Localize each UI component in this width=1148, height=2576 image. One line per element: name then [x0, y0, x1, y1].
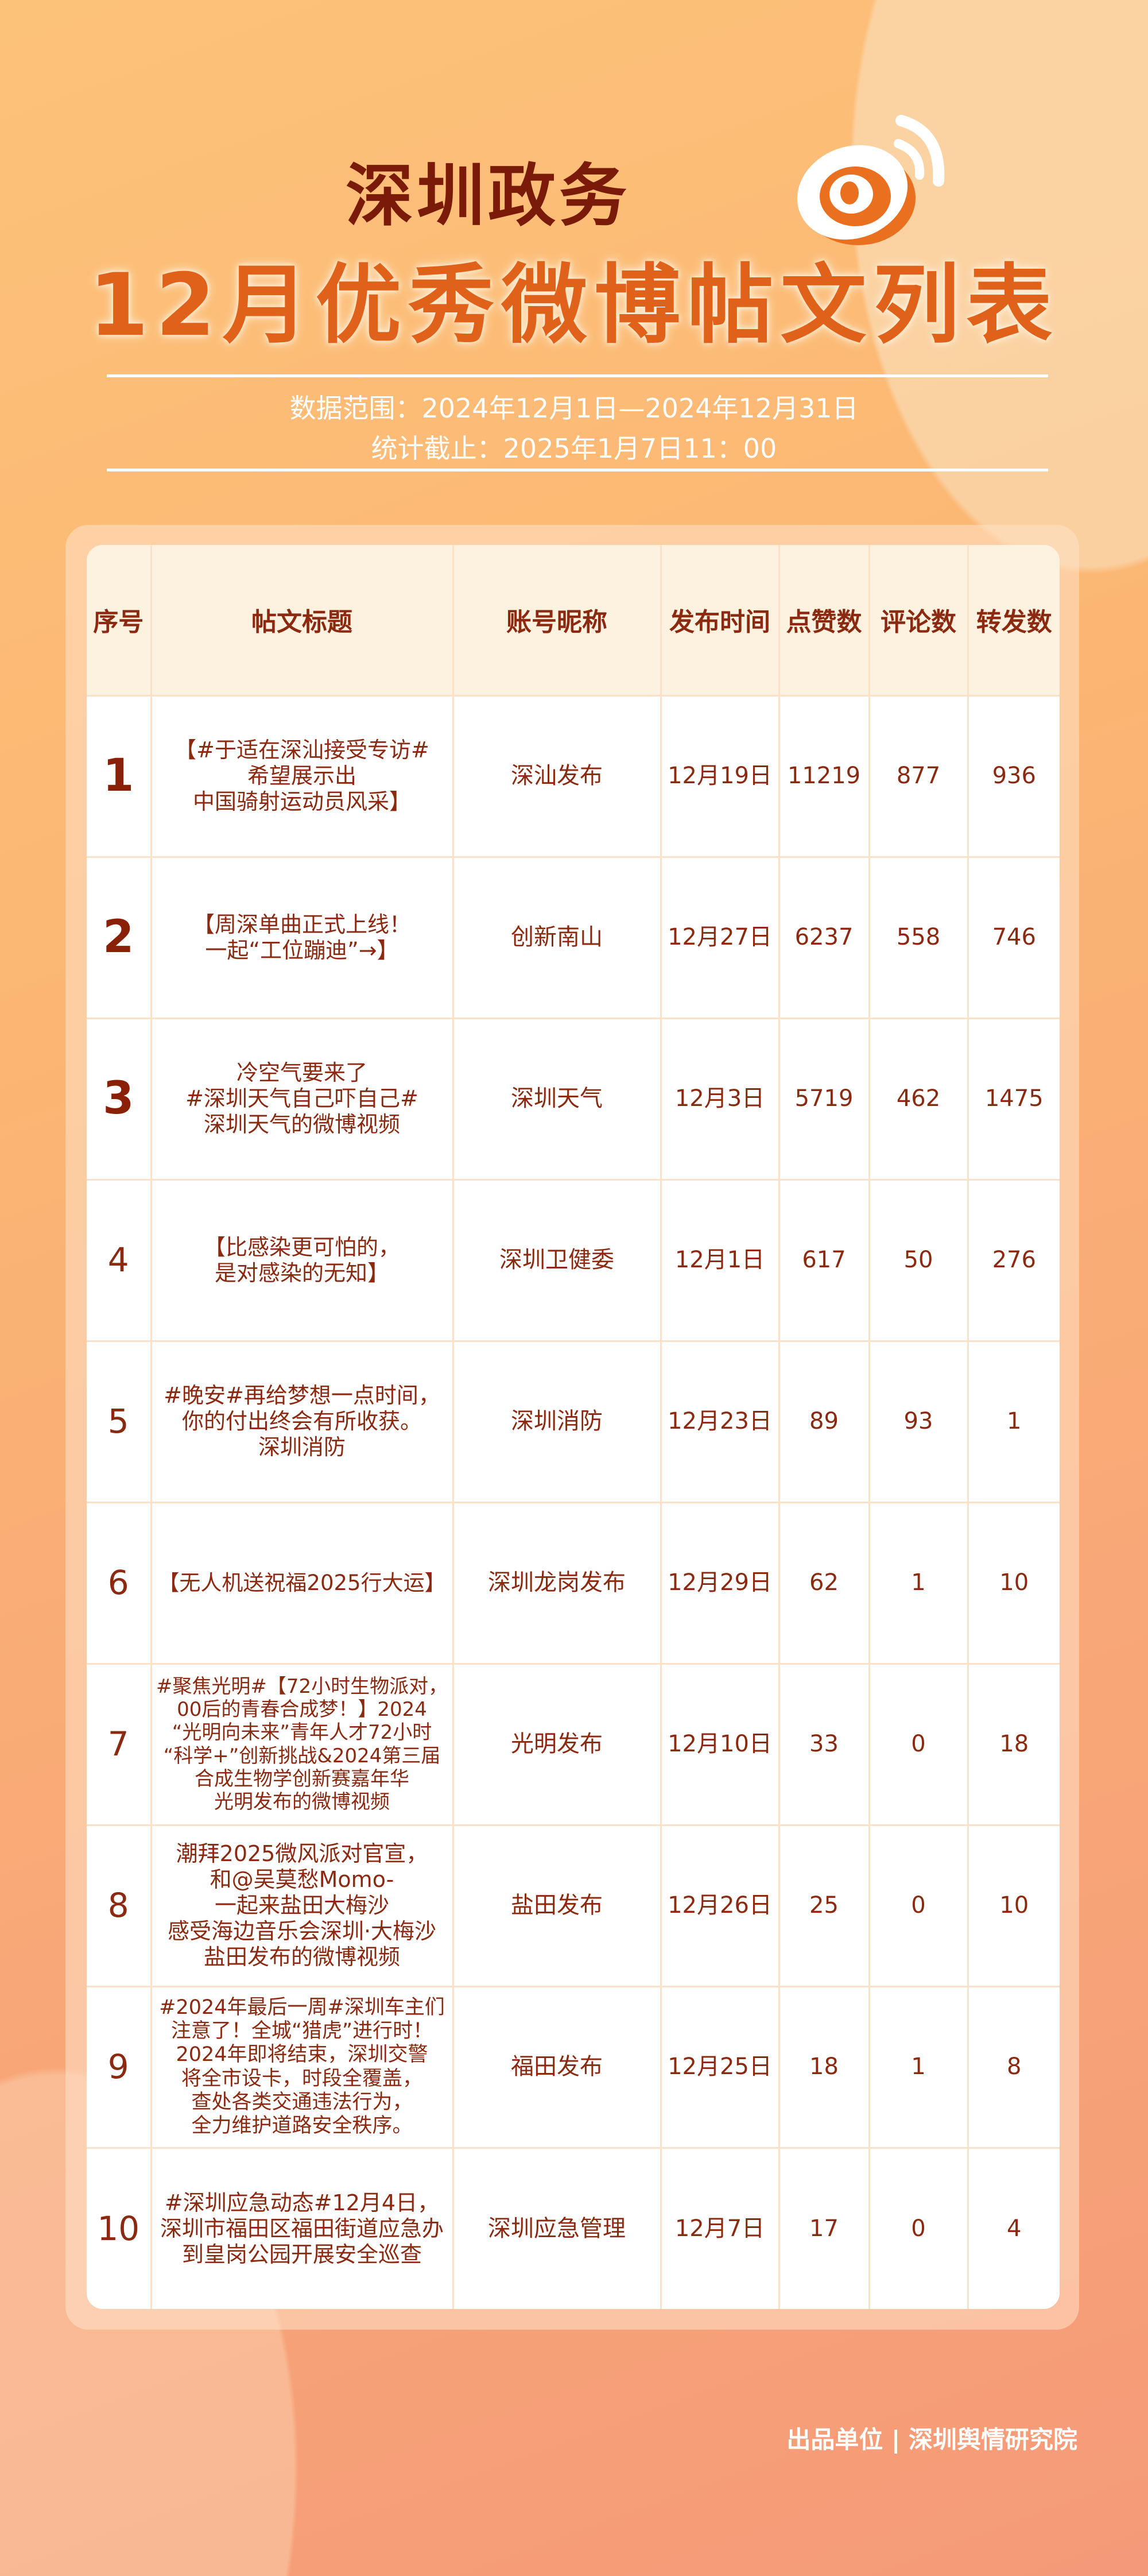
- column-header: 发布时间: [661, 545, 780, 695]
- likes-cell: 18: [779, 1985, 870, 2148]
- comments-cell: 877: [869, 694, 969, 857]
- table-row: 5 #晚安#再给梦想一点时间， 你的付出终会有所收获。 深圳消防 深圳消防 12月23…: [87, 1340, 1060, 1502]
- comments-cell: 1: [869, 1501, 969, 1664]
- rank-cell: 10: [87, 2146, 152, 2309]
- column-header: 点赞数: [779, 545, 870, 695]
- comments-cell: 558: [869, 856, 969, 1018]
- account-cell: 光明发布: [453, 1662, 662, 1825]
- table-row: 6 【无人机送祝福2025行大运】 深圳龙岗发布 12月29日 62 1 10: [87, 1501, 1060, 1664]
- weibo-logo-icon: [797, 115, 945, 245]
- table-row: 1 【#于适在深汕接受专访# 希望展示出 中国骑射运动员风采】 深汕发布 12月19日…: [87, 694, 1060, 857]
- column-header: 转发数: [968, 545, 1060, 695]
- date-cell: 12月19日: [661, 694, 780, 857]
- account-cell: 创新南山: [453, 856, 662, 1018]
- posts-table: 序号 帖文标题 账号昵称 发布时间 点赞数 评论数 转发数 1 【#于适在深汕接受专访# 希望…: [87, 545, 1060, 2309]
- reposts-cell: 4: [968, 2146, 1060, 2309]
- title-cell: #聚焦光明#【72小时生物派对， 00后的青春合成梦！】2024 “光明向未来”…: [151, 1662, 454, 1825]
- date-cell: 12月29日: [661, 1501, 780, 1664]
- reposts-cell: 18: [968, 1662, 1060, 1825]
- reposts-cell: 10: [968, 1501, 1060, 1664]
- divider: [107, 374, 1048, 377]
- table-row: 10 #深圳应急动态#12月4日， 深圳市福田区福田街道应急办 到皇岗公园开展安全…: [87, 2146, 1060, 2309]
- table-row: 9 #2024年最后一周#深圳车主们 注意了！全城“猎虎”进行时！ 2024年即将…: [87, 1985, 1060, 2148]
- date-cell: 12月25日: [661, 1985, 780, 2148]
- likes-cell: 617: [779, 1178, 870, 1341]
- reposts-cell: 936: [968, 694, 1060, 857]
- date-cell: 12月7日: [661, 2146, 780, 2309]
- comments-cell: 0: [869, 2146, 969, 2309]
- comments-cell: 462: [869, 1017, 969, 1179]
- cutoff-time: 统计截止：2025年1月7日11：00: [371, 433, 777, 464]
- comments-cell: 93: [869, 1340, 969, 1502]
- rank-cell: 7: [87, 1662, 152, 1825]
- title-cell: 【比感染更可怕的， 是对感染的无知】: [151, 1178, 454, 1341]
- likes-cell: 89: [779, 1340, 870, 1502]
- divider: [107, 469, 1048, 471]
- comments-cell: 0: [869, 1662, 969, 1825]
- rank-cell: 8: [87, 1824, 152, 1986]
- rank-cell: 2: [87, 856, 152, 1018]
- date-cell: 12月10日: [661, 1662, 780, 1825]
- title-cell: 冷空气要来了 #深圳天气自己吓自己# 深圳天气的微博视频: [151, 1017, 454, 1179]
- reposts-cell: 1475: [968, 1017, 1060, 1179]
- reposts-cell: 10: [968, 1824, 1060, 1986]
- footer-credit: 出品单位 | 深圳舆情研究院: [786, 2426, 1077, 2454]
- likes-cell: 6237: [779, 856, 870, 1018]
- column-header: 账号昵称: [453, 545, 662, 695]
- date-cell: 12月26日: [661, 1824, 780, 1986]
- account-cell: 深汕发布: [453, 694, 662, 857]
- title-cell: 潮拜2025微风派对官宣， 和@吴莫愁Momo- 一起来盐田大梅沙 感受海边音乐…: [151, 1824, 454, 1986]
- comments-cell: 0: [869, 1824, 969, 1986]
- table-row: 7 #聚焦光明#【72小时生物派对， 00后的青春合成梦！】2024 “光明向未来…: [87, 1662, 1060, 1825]
- table-row: 2 【周深单曲正式上线！ 一起“工位蹦迪”→】 创新南山 12月27日 6237 558 7…: [87, 856, 1060, 1018]
- likes-cell: 17: [779, 2146, 870, 2309]
- account-cell: 深圳应急管理: [453, 2146, 662, 2309]
- date-cell: 12月23日: [661, 1340, 780, 1502]
- rank-cell: 3: [87, 1017, 152, 1179]
- account-cell: 深圳龙岗发布: [453, 1501, 662, 1664]
- comments-cell: 50: [869, 1178, 969, 1341]
- rank-cell: 9: [87, 1985, 152, 2148]
- likes-cell: 25: [779, 1824, 870, 1986]
- reposts-cell: 8: [968, 1985, 1060, 2148]
- title-cell: #深圳应急动态#12月4日， 深圳市福田区福田街道应急办 到皇岗公园开展安全巡查: [151, 2146, 454, 2309]
- rank-cell: 1: [87, 694, 152, 857]
- title-cell: 【无人机送祝福2025行大运】: [151, 1501, 454, 1664]
- likes-cell: 33: [779, 1662, 870, 1825]
- title-cell: 【周深单曲正式上线！ 一起“工位蹦迪”→】: [151, 856, 454, 1018]
- rank-cell: 6: [87, 1501, 152, 1664]
- date-cell: 12月1日: [661, 1178, 780, 1341]
- likes-cell: 11219: [779, 694, 870, 857]
- data-range: 数据范围：2024年12月1日—2024年12月31日: [289, 393, 859, 424]
- reposts-cell: 276: [968, 1178, 1060, 1341]
- title-cell: 【#于适在深汕接受专访# 希望展示出 中国骑射运动员风采】: [151, 694, 454, 857]
- title-line1: 深圳政务: [345, 156, 630, 235]
- comments-cell: 1: [869, 1985, 969, 2148]
- account-cell: 深圳天气: [453, 1017, 662, 1179]
- table-row: 3 冷空气要来了 #深圳天气自己吓自己# 深圳天气的微博视频 深圳天气 12月3日 57…: [87, 1017, 1060, 1179]
- account-cell: 盐田发布: [453, 1824, 662, 1986]
- column-header: 评论数: [869, 545, 969, 695]
- table-row: 8 潮拜2025微风派对官宣， 和@吴莫愁Momo- 一起来盐田大梅沙 感受海边音…: [87, 1824, 1060, 1986]
- table-row: 4 【比感染更可怕的， 是对感染的无知】 深圳卫健委 12月1日 617 50 276: [87, 1178, 1060, 1341]
- title-cell: #晚安#再给梦想一点时间， 你的付出终会有所收获。 深圳消防: [151, 1340, 454, 1502]
- column-header: 序号: [87, 545, 152, 695]
- date-cell: 12月27日: [661, 856, 780, 1018]
- likes-cell: 62: [779, 1501, 870, 1664]
- account-cell: 福田发布: [453, 1985, 662, 2148]
- title-cell: #2024年最后一周#深圳车主们 注意了！全城“猎虎”进行时！ 2024年即将结…: [151, 1985, 454, 2148]
- rank-cell: 4: [87, 1178, 152, 1341]
- reposts-cell: 1: [968, 1340, 1060, 1502]
- rank-cell: 5: [87, 1340, 152, 1502]
- reposts-cell: 746: [968, 856, 1060, 1018]
- account-cell: 深圳卫健委: [453, 1178, 662, 1341]
- title-line2: 12月优秀微博帖文列表: [88, 256, 1060, 355]
- date-cell: 12月3日: [661, 1017, 780, 1179]
- account-cell: 深圳消防: [453, 1340, 662, 1502]
- likes-cell: 5719: [779, 1017, 870, 1179]
- column-header: 帖文标题: [151, 545, 454, 695]
